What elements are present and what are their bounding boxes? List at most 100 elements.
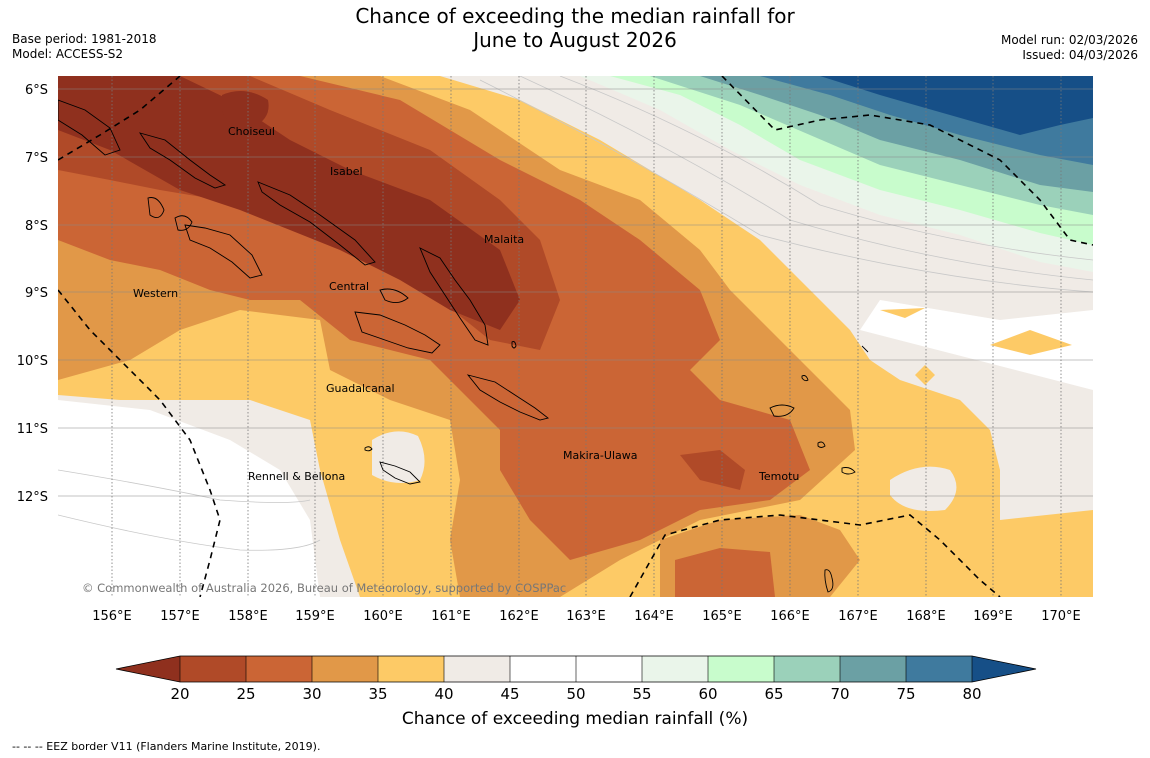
coastlines — [58, 99, 869, 593]
colorbar-tick: 55 — [632, 685, 651, 703]
colorbar-extend-high — [972, 656, 1036, 682]
island-malaita — [419, 247, 489, 346]
lat-label: 9°S — [25, 286, 48, 301]
lat-label: 10°S — [17, 354, 48, 369]
colorbar-tick: 60 — [698, 685, 717, 703]
lon-label: 162°E — [499, 609, 539, 624]
island-new-georgia — [184, 224, 263, 279]
lat-label: 11°S — [17, 422, 48, 437]
contour-line-1 — [559, 76, 1093, 261]
colorbar-seg — [246, 656, 312, 682]
colorbar-seg — [840, 656, 906, 682]
colorbar-tick: 75 — [896, 685, 915, 703]
lon-label: 166°E — [770, 609, 810, 624]
lon-label: 159°E — [295, 609, 335, 624]
lon-label: 163°E — [566, 609, 606, 624]
region-label-makira-ulawa: Makira-Ulawa — [563, 449, 637, 462]
colorbar-seg — [642, 656, 708, 682]
lon-label: 158°E — [228, 609, 268, 624]
model-name: Model: ACCESS-S2 — [12, 47, 124, 61]
lon-axis: 156°E 157°E 158°E 159°E 160°E 161°E 162°… — [92, 609, 1081, 624]
colorbar-dividers — [179, 656, 973, 682]
colorbar-tick: 25 — [236, 685, 255, 703]
contour-fills — [58, 76, 1093, 597]
island-vanikoro — [817, 441, 826, 448]
island-santa-cruz-ndeni — [769, 404, 795, 417]
contour-line-5 — [58, 469, 311, 503]
patch-choiseul-dark — [222, 91, 269, 128]
patch-white-rennell — [372, 431, 425, 484]
patch-south-25-30 — [675, 548, 775, 597]
lon-label: 165°E — [702, 609, 742, 624]
region-label-western: Western — [133, 287, 178, 300]
eez-west — [58, 289, 221, 597]
region-label-guadalcanal: Guadalcanal — [326, 382, 395, 395]
band-gt-80 — [820, 76, 1093, 135]
model-run: Model run: 02/03/2026 — [1000, 33, 1138, 47]
colorbar-tick: 70 — [830, 685, 849, 703]
lon-label: 169°E — [973, 609, 1013, 624]
island-kolombangara — [174, 215, 193, 231]
island-isabel — [257, 181, 376, 266]
island-tikopia — [824, 569, 834, 593]
eez-north-west — [58, 76, 181, 161]
meridians — [111, 76, 1062, 597]
patch-makira-dark — [680, 450, 745, 490]
title-line-2: June to August 2026 — [473, 28, 677, 52]
island-utupua — [841, 467, 856, 475]
region-label-isabel: Isabel — [330, 165, 363, 178]
copyright: © Commonwealth of Australia 2026, Bureau… — [82, 581, 566, 595]
lat-label: 8°S — [25, 219, 48, 234]
region-labels: Choiseul Isabel Malaita Western Central … — [133, 125, 799, 483]
lon-label: 160°E — [363, 609, 403, 624]
island-choiseul — [138, 132, 227, 189]
colorbar-ticks: 20 25 30 35 40 45 50 55 60 65 70 75 80 — [170, 685, 981, 703]
island-sikaiana — [861, 345, 869, 353]
colorbar-tick: 40 — [434, 685, 453, 703]
colorbar-tick: 30 — [302, 685, 321, 703]
lat-label: 12°S — [17, 490, 48, 505]
colorbar-tick: 50 — [566, 685, 585, 703]
patch-yellow-mid — [915, 365, 935, 385]
lon-label: 167°E — [838, 609, 878, 624]
colorbar-seg — [510, 656, 576, 682]
lon-label: 170°E — [1041, 609, 1081, 624]
run-info: Model run: 02/03/2026 Issued: 04/03/2026 — [1001, 33, 1138, 63]
island-guadalcanal — [354, 311, 441, 354]
issued-date: Issued: 04/03/2026 — [1022, 48, 1138, 62]
region-label-rennell-bellona: Rennell & Bellona — [248, 470, 345, 483]
lon-label: 161°E — [431, 609, 471, 624]
island-ontong-java — [511, 341, 517, 349]
island-rennell — [379, 461, 421, 485]
patch-yellow-west-of-ren — [860, 390, 930, 430]
colorbar-seg — [906, 656, 972, 682]
region-label-temotu: Temotu — [758, 470, 799, 483]
model-info: Base period: 1981-2018 Model: ACCESS-S2 — [12, 32, 157, 62]
lat-axis: 6°S 7°S 8°S 9°S 10°S 11°S 12°S — [17, 83, 48, 505]
island-vella-lavella — [147, 197, 165, 219]
band-45-55-sw — [58, 400, 320, 597]
contour-line-3 — [479, 79, 1093, 293]
colorbar-seg — [312, 656, 378, 682]
eez-south — [629, 514, 1001, 597]
base-period: Base period: 1981-2018 — [12, 32, 157, 46]
colorbar-tick: 35 — [368, 685, 387, 703]
island-reef-islands — [801, 375, 809, 382]
colorbar-seg — [576, 656, 642, 682]
colorbar-seg — [444, 656, 510, 682]
region-label-central: Central — [329, 280, 369, 293]
colorbar-seg — [378, 656, 444, 682]
band-lt-20 — [58, 76, 520, 330]
contour-line-4 — [58, 514, 321, 551]
patch-yellow-top — [880, 308, 925, 318]
colorbar-caption: Chance of exceeding median rainfall (%) — [401, 709, 749, 729]
island-bougainville — [58, 99, 121, 156]
colorbar-extend-low — [116, 656, 180, 682]
lat-label: 7°S — [25, 151, 48, 166]
island-central-nggela — [379, 288, 409, 303]
colorbar-tick: 20 — [170, 685, 189, 703]
colorbar-seg — [774, 656, 840, 682]
eez-borders — [58, 76, 1093, 597]
colorbar-tick: 45 — [500, 685, 519, 703]
